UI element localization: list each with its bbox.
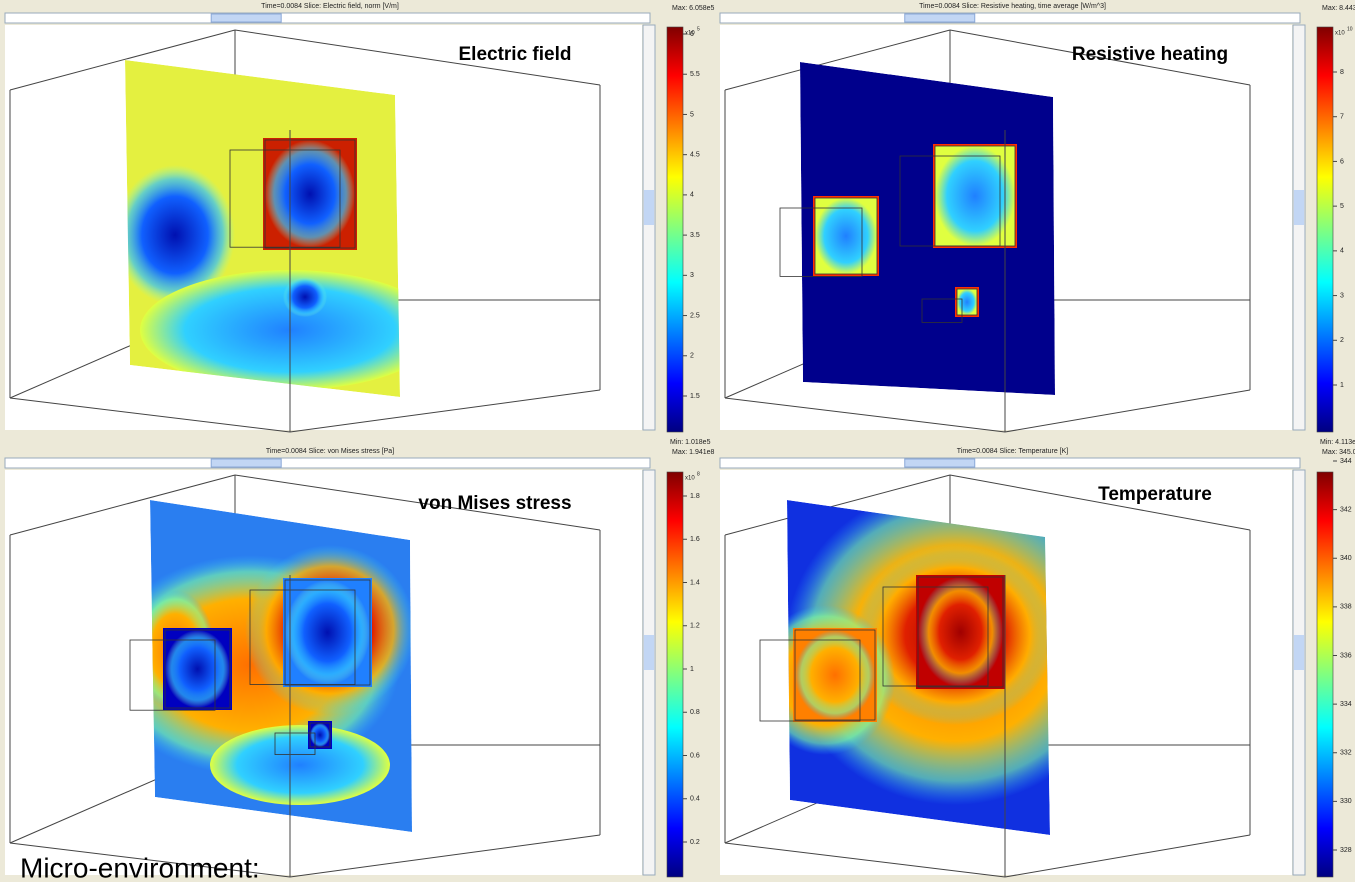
colorbar-tick-label: 1.2 [690,623,700,630]
inclusion [918,577,1003,687]
exponent: x10 [1335,31,1345,37]
inclusion [285,580,370,685]
colorbar-tick-label: 1.4 [690,579,700,586]
colorbar-tick-label: 330 [1340,798,1352,805]
exponent: x10 [685,476,695,482]
colorbar-tick-label: 6 [690,31,694,38]
colorbar-tick-label: 4 [690,192,694,199]
panel: Time=0.0084 Slice: Temperature [K] Temper… [715,445,1355,882]
colorbar-tick-label: 4 [1340,248,1344,255]
colorbar-tick-label: 344 [1340,458,1352,465]
colorbar-tick-label: 4.5 [690,152,700,159]
screenshot: Time=0.0084 Slice: Electric field, norm … [0,0,1355,882]
colorbar-tick-label: 2 [690,353,694,360]
max-label: Max: 8.443e1 [1322,5,1355,12]
panel: Time=0.0084 Slice: Resistive heating, ti… [715,0,1355,446]
colorbar [667,27,683,432]
field-blob [210,725,390,805]
colorbar-tick-label: 5 [1340,203,1344,210]
colorbar-tick-label: 332 [1340,750,1352,757]
panel-label: von Mises stress [418,493,571,514]
h-scrollbar [5,13,650,23]
colorbar-tick-label: 1 [690,666,694,673]
h-scrollbar [720,13,1300,23]
panel-header-text: Time=0.0084 Slice: Electric field, norm … [261,3,399,10]
v-scroll-thumb[interactable] [644,635,654,670]
colorbar-tick-label: 342 [1340,506,1352,513]
colorbar-tick-label: 3 [1340,292,1344,299]
panel-header-text: Time=0.0084 Slice: von Mises stress [Pa] [266,448,394,455]
exponent-power: 5 [697,26,700,32]
inclusion [310,723,330,747]
colorbar-tick-label: 8 [1340,69,1344,76]
inclusion [265,140,355,248]
inclusion [795,630,875,720]
h-scroll-thumb[interactable] [211,459,281,467]
inclusion [165,630,230,708]
min-label: Min: 4.113e5 [1320,439,1355,446]
slice [115,60,440,397]
exponent-power: 10 [1347,26,1353,32]
colorbar-tick-label: 3.5 [690,232,700,239]
v-scrollbar [1293,25,1305,430]
inclusion [957,289,977,315]
panel: Time=0.0084 Slice: von Mises stress [Pa]… [0,445,715,882]
exponent-power: 8 [697,471,700,477]
inclusion [935,146,1015,246]
panel-header-text: Time=0.0084 Slice: Resistive heating, ti… [919,3,1106,10]
h-scrollbar [5,458,650,468]
h-scroll-thumb[interactable] [905,459,975,467]
colorbar-tick-label: 1.6 [690,536,700,543]
colorbar-tick-label: 5 [690,111,694,118]
colorbar-tick-label: 1.8 [690,493,700,500]
colorbar-tick-label: 1 [1340,382,1344,389]
min-label: Min: 1.018e5 [670,439,711,446]
colorbar-tick-label: 338 [1340,604,1352,611]
panel-label: Temperature [1098,484,1212,505]
colorbar-tick-label: 0.2 [690,839,700,846]
colorbar-tick-label: 334 [1340,701,1352,708]
inclusion [815,198,877,274]
v-scroll-thumb[interactable] [1294,635,1304,670]
colorbar-tick-label: 0.6 [690,752,700,759]
slice [800,62,1055,395]
colorbar-tick-label: 0.8 [690,709,700,716]
colorbar [667,472,683,877]
colorbar-tick-label: 336 [1340,652,1352,659]
v-scroll-thumb[interactable] [1294,190,1304,225]
h-scrollbar [720,458,1300,468]
v-scrollbar [1293,470,1305,875]
max-label: Max: 345.01 [1322,449,1355,456]
panel-header-text: Time=0.0084 Slice: Temperature [K] [957,448,1069,455]
colorbar [1317,472,1333,877]
h-scroll-thumb[interactable] [211,14,281,22]
max-label: Max: 6.058e5 [672,5,715,12]
panel-label: Electric field [459,44,572,65]
colorbar-tick-label: 6 [1340,158,1344,165]
panel: Time=0.0084 Slice: Electric field, norm … [0,0,715,446]
colorbar-tick-label: 5.5 [690,71,700,78]
colorbar-tick-label: 7 [1340,114,1344,121]
v-scrollbar [643,25,655,430]
colorbar-tick-label: 2 [1340,337,1344,344]
v-scroll-thumb[interactable] [644,190,654,225]
h-scroll-thumb[interactable] [905,14,975,22]
colorbar-tick-label: 3 [690,272,694,279]
colorbar [1317,27,1333,432]
max-label: Max: 1.941e8 [672,449,715,456]
colorbar-tick-label: 2.5 [690,312,700,319]
colorbar-tick-label: 1.5 [690,393,700,400]
panel-label: Resistive heating [1072,44,1228,65]
colorbar-tick-label: 328 [1340,847,1352,854]
footer: Micro-environment: [20,852,260,882]
colorbar-tick-label: 0.4 [690,796,700,803]
colorbar-tick-label: 340 [1340,555,1352,562]
v-scrollbar [643,470,655,875]
